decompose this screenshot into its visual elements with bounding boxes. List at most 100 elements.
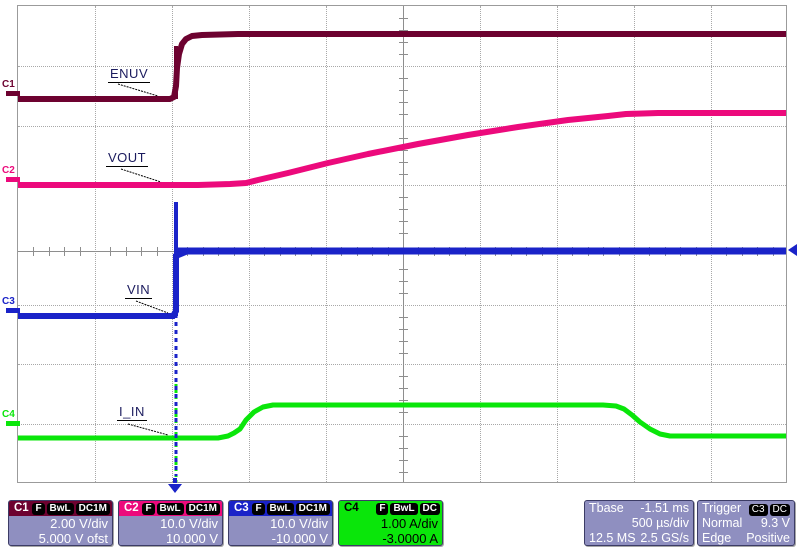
- axis-tick: [399, 90, 408, 91]
- channel-id-c1: C1: [14, 502, 29, 514]
- timebase-scale-row: 500 µs/div: [585, 516, 693, 531]
- channel-descriptor-c4-header: C4 F BwL DC: [339, 501, 442, 516]
- channel-marker-c3[interactable]: C3: [2, 297, 15, 307]
- flag-bandwidth-limit: BwL: [156, 502, 184, 515]
- axis-tick: [399, 329, 408, 330]
- axis-tick: [399, 436, 408, 437]
- axis-tick: [399, 138, 408, 139]
- channel-offset-c1: 5.000 V ofst: [38, 531, 108, 546]
- channel-offset-c2: 10.000 V: [165, 531, 218, 546]
- axis-tick: [64, 247, 65, 256]
- axis-tick: [110, 247, 111, 256]
- waveform-graticule[interactable]: ENUV VOUT VIN I_IN: [17, 5, 787, 483]
- axis-tick: [49, 247, 50, 256]
- axis-tick: [80, 247, 81, 256]
- axis-tick: [399, 174, 408, 175]
- flag-input-impedance: DC1M: [185, 502, 220, 515]
- axis-tick: [399, 388, 408, 389]
- axis-tick: [399, 376, 408, 377]
- axis-tick: [399, 269, 408, 270]
- channel-flags-c4: F BwL DC: [376, 502, 440, 515]
- flag-input-impedance: DC1M: [75, 502, 110, 515]
- channel-scale-c4: 1.00 A/div: [380, 516, 438, 531]
- axis-tick: [399, 18, 408, 19]
- channel-descriptor-c3[interactable]: C3 F BwL DC1M 10.0 V/div -10.000 V: [228, 500, 333, 546]
- trigger-position-marker-icon[interactable]: [168, 484, 182, 493]
- trigger-source-badge: C3: [748, 504, 768, 516]
- center-axis-vertical: [403, 6, 404, 482]
- channel-id-c2: C2: [124, 502, 139, 514]
- axis-tick: [157, 247, 158, 256]
- axis-tick: [399, 460, 408, 461]
- channel-scale-c1: 2.00 V/div: [50, 516, 108, 531]
- channel-offset-c3: -10.000 V: [271, 531, 328, 546]
- timebase-panel[interactable]: Tbase -1.51 ms 500 µs/div 12.5 MS 2.5 GS…: [584, 500, 694, 546]
- trigger-panel[interactable]: Trigger C3 DC Normal 9.3 V Edge Positive: [697, 500, 795, 546]
- enuv-leader-line: [117, 83, 159, 97]
- axis-tick: [399, 221, 408, 222]
- axis-tick: [399, 30, 408, 31]
- timebase-memory: 12.5 MS: [589, 531, 636, 545]
- channel-marker-c2-tab[interactable]: [6, 177, 20, 182]
- axis-tick: [399, 448, 408, 449]
- channel-descriptor-c3-header: C3 F BwL DC1M: [229, 501, 332, 516]
- axis-tick: [399, 353, 408, 354]
- channel-descriptor-c2[interactable]: C2 F BwL DC1M 10.0 V/div 10.000 V: [118, 500, 223, 546]
- annotation-leaders: [117, 83, 169, 436]
- trigger-coupling-badge: DC: [769, 504, 790, 516]
- channel-descriptor-c2-header: C2 F BwL DC1M: [119, 501, 222, 516]
- axis-tick: [399, 78, 408, 79]
- trace-iin: [18, 402, 786, 441]
- trigger-source-row: Trigger C3 DC: [698, 501, 794, 516]
- channel-marker-c2-label: C2: [2, 165, 15, 176]
- axis-tick: [399, 54, 408, 55]
- channel-descriptor-c4[interactable]: C4 F BwL DC 1.00 A/div -3.0000 A: [338, 500, 443, 546]
- trigger-title: Trigger: [702, 501, 742, 515]
- channel-marker-c4[interactable]: C4: [2, 410, 15, 420]
- trigger-badges: C3 DC: [747, 501, 790, 516]
- axis-tick: [399, 150, 408, 151]
- trigger-mode: Normal: [702, 516, 743, 530]
- axis-tick: [399, 341, 408, 342]
- flag-coupling-f: F: [376, 502, 389, 515]
- axis-tick: [399, 162, 408, 163]
- trace-vout: [18, 110, 786, 188]
- iin-label: I_IN: [117, 404, 147, 421]
- flag-coupling-f: F: [142, 502, 155, 515]
- channel-marker-c3-label: C3: [2, 296, 15, 307]
- axis-tick: [399, 317, 408, 318]
- trigger-position-stem: [173, 478, 177, 483]
- channel-marker-c1-label: C1: [2, 79, 15, 90]
- trigger-level: 9.3 V: [760, 516, 790, 530]
- trigger-type-row: Edge Positive: [698, 531, 794, 545]
- channel-marker-c1-tab[interactable]: [6, 91, 20, 96]
- axis-tick: [399, 293, 408, 294]
- vout-leader-line: [120, 168, 162, 183]
- channel-id-c4: C4: [344, 502, 359, 514]
- channel-offset-c4: -3.0000 A: [382, 531, 438, 546]
- channel-marker-c3-tab[interactable]: [6, 308, 20, 313]
- axis-tick: [399, 102, 408, 103]
- channel-marker-c2[interactable]: C2: [2, 166, 15, 176]
- channel-marker-c4-tab[interactable]: [6, 421, 20, 426]
- channel-marker-c1[interactable]: C1: [2, 80, 15, 90]
- axis-tick: [141, 247, 142, 256]
- flag-input-coupling: DC: [419, 502, 440, 515]
- trigger-slope: Positive: [746, 531, 790, 545]
- channel-scale-c2: 10.0 V/div: [160, 516, 218, 531]
- channel-descriptor-c1[interactable]: C1 F BwL DC1M 2.00 V/div 5.000 V ofst: [8, 500, 113, 546]
- flag-bandwidth-limit: BwL: [266, 502, 294, 515]
- flag-coupling-f: F: [32, 502, 45, 515]
- channel-marker-c4-label: C4: [2, 409, 15, 420]
- iin-leader-line: [127, 423, 169, 436]
- timebase-sample-rate: 2.5 GS/s: [640, 531, 689, 545]
- timebase-delay-row: Tbase -1.51 ms: [585, 501, 693, 516]
- vout-label: VOUT: [106, 150, 149, 167]
- timebase-memory-row: 12.5 MS 2.5 GS/s: [585, 531, 693, 545]
- timebase-title: Tbase: [589, 501, 624, 515]
- trigger-level-marker-icon[interactable]: [788, 244, 797, 256]
- trigger-type: Edge: [702, 531, 732, 545]
- waveform-traces: [18, 31, 786, 482]
- trace-enuv: [18, 31, 786, 102]
